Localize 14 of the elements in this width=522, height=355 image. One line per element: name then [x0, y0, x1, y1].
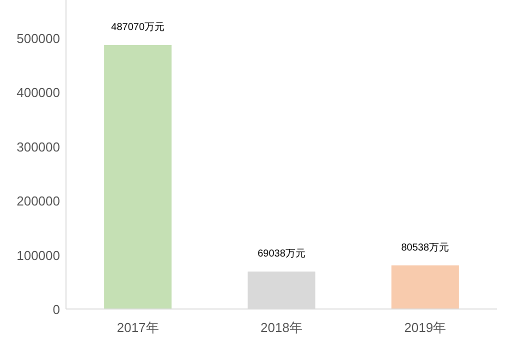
- y-tick-label: 0: [52, 302, 60, 317]
- data-label: 487070万元: [111, 22, 165, 33]
- y-tick-label: 100000: [16, 248, 60, 263]
- x-tick-label: 2019年: [404, 320, 446, 335]
- bar: [391, 265, 459, 309]
- y-tick-label: 400000: [16, 85, 60, 100]
- data-label: 80538万元: [401, 242, 450, 254]
- x-tick-label: 2017年: [116, 320, 159, 335]
- y-tick-label: 500000: [16, 30, 60, 46]
- y-tick-label: 200000: [16, 194, 60, 209]
- bar: [104, 44, 172, 309]
- data-label: 69038万元: [258, 248, 306, 260]
- y-tick-label: 300000: [16, 139, 60, 154]
- x-tick-label: 2018年: [260, 320, 302, 335]
